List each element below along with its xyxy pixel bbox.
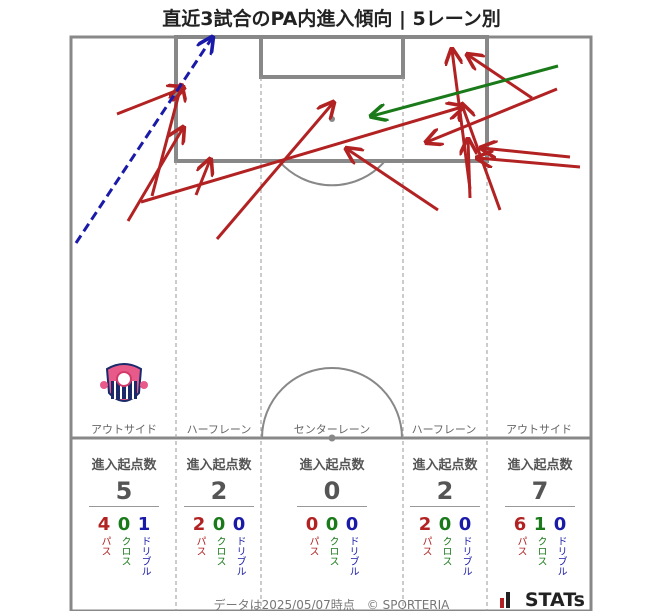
- stat-pass-count: 0: [305, 514, 319, 535]
- stat-dribble-label: ドリブル: [460, 536, 471, 576]
- stat-dribble-count: 0: [458, 514, 472, 535]
- stat-pass-label: パス: [420, 536, 431, 556]
- stat-pass-label: パス: [307, 536, 318, 556]
- stat-total: 0: [323, 477, 341, 505]
- entry-arrows: [74, 38, 581, 244]
- stat-pass-label: パス: [99, 536, 110, 556]
- pass-arrow: [482, 148, 571, 159]
- stat-cross: 0 クロス: [115, 514, 133, 566]
- pass-arrow: [427, 87, 558, 142]
- lane-name-left-outside: アウトサイド: [91, 423, 157, 436]
- stat-divider: [297, 506, 367, 507]
- stat-header: 進入起点数: [412, 458, 478, 473]
- lane-name-right-half: ハーフレーン: [411, 423, 477, 436]
- goal-area: [259, 35, 405, 79]
- center-spot: [328, 434, 336, 442]
- stat-pass-label: パス: [194, 536, 205, 556]
- center-circle: [261, 367, 403, 439]
- pass-arrow: [468, 140, 470, 199]
- footer-note: データは2025/05/07時点 © SPORTERIA: [213, 598, 450, 612]
- stat-dribble-count: 1: [137, 514, 151, 535]
- stat-cross-label: クロス: [119, 536, 130, 566]
- stat-dribble-count: 0: [345, 514, 359, 535]
- stat-cross-label: クロス: [440, 536, 451, 566]
- stat-dribble: 0 ドリブル: [456, 514, 474, 576]
- pass-arrow: [126, 128, 183, 222]
- stat-cross-count: 0: [212, 514, 226, 535]
- stat-pass: 2 パス: [416, 514, 434, 556]
- cross-arrow: [372, 64, 559, 116]
- stat-divider: [184, 506, 254, 507]
- brand-icon: [500, 592, 510, 608]
- penalty-arc: [278, 160, 386, 187]
- stat-pass-count: 4: [97, 514, 111, 535]
- chart-title: 直近3試合のPA内進入傾向 | 5レーン別: [162, 8, 501, 30]
- pass-arrow: [478, 158, 581, 169]
- stat-total: 5: [115, 477, 133, 505]
- stat-pass-label: パス: [515, 536, 526, 556]
- stat-dribble: 0 ドリブル: [343, 514, 361, 576]
- stat-divider: [410, 506, 480, 507]
- stat-header: 進入起点数: [91, 458, 157, 473]
- pass-arrow: [215, 103, 333, 240]
- stat-cross-label: クロス: [327, 536, 338, 566]
- team-crest: [100, 363, 148, 402]
- stat-cross: 0 クロス: [323, 514, 341, 566]
- stat-cross: 0 クロス: [436, 514, 454, 566]
- pass-arrow: [150, 86, 181, 197]
- stat-total: 2: [210, 477, 228, 505]
- lane-name-right-outside: アウトサイド: [506, 423, 572, 436]
- stat-header: 進入起点数: [186, 458, 252, 473]
- stat-cross-count: 0: [325, 514, 339, 535]
- stat-pass-count: 2: [418, 514, 432, 535]
- stat-dribble-count: 0: [553, 514, 567, 535]
- stat-pass: 0 パス: [303, 514, 321, 556]
- stat-cross-count: 0: [117, 514, 131, 535]
- pass-arrow: [468, 55, 533, 100]
- pass-arrow: [194, 160, 210, 196]
- pass-arrow: [140, 107, 462, 204]
- lane-name-center: センターレーン: [293, 423, 371, 436]
- stat-total: 2: [436, 477, 454, 505]
- stat-cross: 0 クロス: [210, 514, 228, 566]
- stat-pass: 2 パス: [190, 514, 208, 556]
- stat-header: 進入起点数: [299, 458, 365, 473]
- dribble-arrow: [74, 38, 212, 244]
- stat-dribble: 0 ドリブル: [551, 514, 569, 576]
- stat-cross: 1 クロス: [531, 514, 549, 566]
- stat-dribble-label: ドリブル: [234, 536, 245, 576]
- stat-cross-label: クロス: [535, 536, 546, 566]
- stat-header: 進入起点数: [507, 458, 573, 473]
- stat-pass-count: 2: [192, 514, 206, 535]
- stat-dribble-label: ドリブル: [555, 536, 566, 576]
- stat-dribble: 0 ドリブル: [230, 514, 248, 576]
- stat-dribble-label: ドリブル: [139, 536, 150, 576]
- stat-divider: [505, 506, 575, 507]
- stat-cross-count: 1: [533, 514, 547, 535]
- stat-dribble-label: ドリブル: [347, 536, 358, 576]
- stat-pass: 6 パス: [511, 514, 529, 556]
- stat-dribble: 1 ドリブル: [135, 514, 153, 576]
- lane-name-left-half: ハーフレーン: [186, 423, 252, 436]
- penalty-spot: [329, 116, 335, 122]
- stat-total: 7: [531, 477, 549, 505]
- stat-dribble-count: 0: [232, 514, 246, 535]
- stat-cross-count: 0: [438, 514, 452, 535]
- stat-pass-count: 6: [513, 514, 527, 535]
- stat-pass: 4 パス: [95, 514, 113, 556]
- brand-logo: STATs: [524, 589, 585, 611]
- stat-divider: [89, 506, 159, 507]
- pass-arrow: [347, 149, 439, 212]
- stat-cross-label: クロス: [214, 536, 225, 566]
